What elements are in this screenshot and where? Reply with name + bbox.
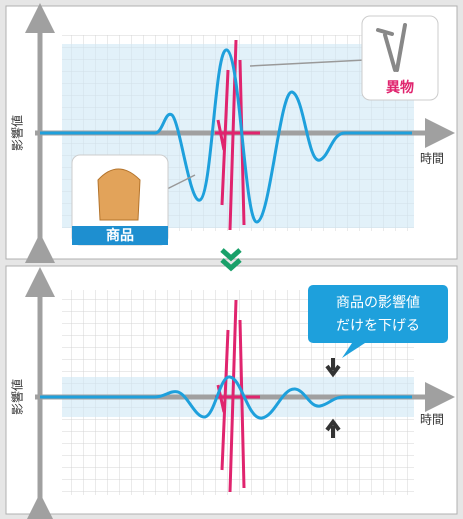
callout-line [249,59,366,67]
top-panel: 影響値 時間 異物 商品 [5,3,458,263]
nail-icon [376,23,407,72]
foreign-signal [215,39,260,231]
product-label-bar [72,226,168,245]
bottom-panel: 影響値 時間 商品の影響値 だけを下げる [5,248,458,519]
product-wave [40,375,412,420]
y-axis-label: 影響値 [10,379,25,415]
callout-tail [342,343,365,358]
product-wave [40,48,412,224]
callout-line-2: だけを下げる [336,318,420,334]
bread-icon [97,168,141,221]
down-arrow [325,358,341,378]
x-axis-label: 時間 [420,413,444,427]
up-arrow [325,418,341,438]
x-axis-label: 時間 [420,152,444,166]
callout-line-1: 商品の影響値 [336,294,420,311]
foreign-label: 異物 [386,79,414,96]
y-axis-label: 影響値 [10,115,25,151]
callout-line [164,174,196,191]
callout-box [308,285,448,343]
product-label: 商品 [106,227,134,244]
foreign-signal [215,299,260,493]
down-chevrons [220,248,242,272]
